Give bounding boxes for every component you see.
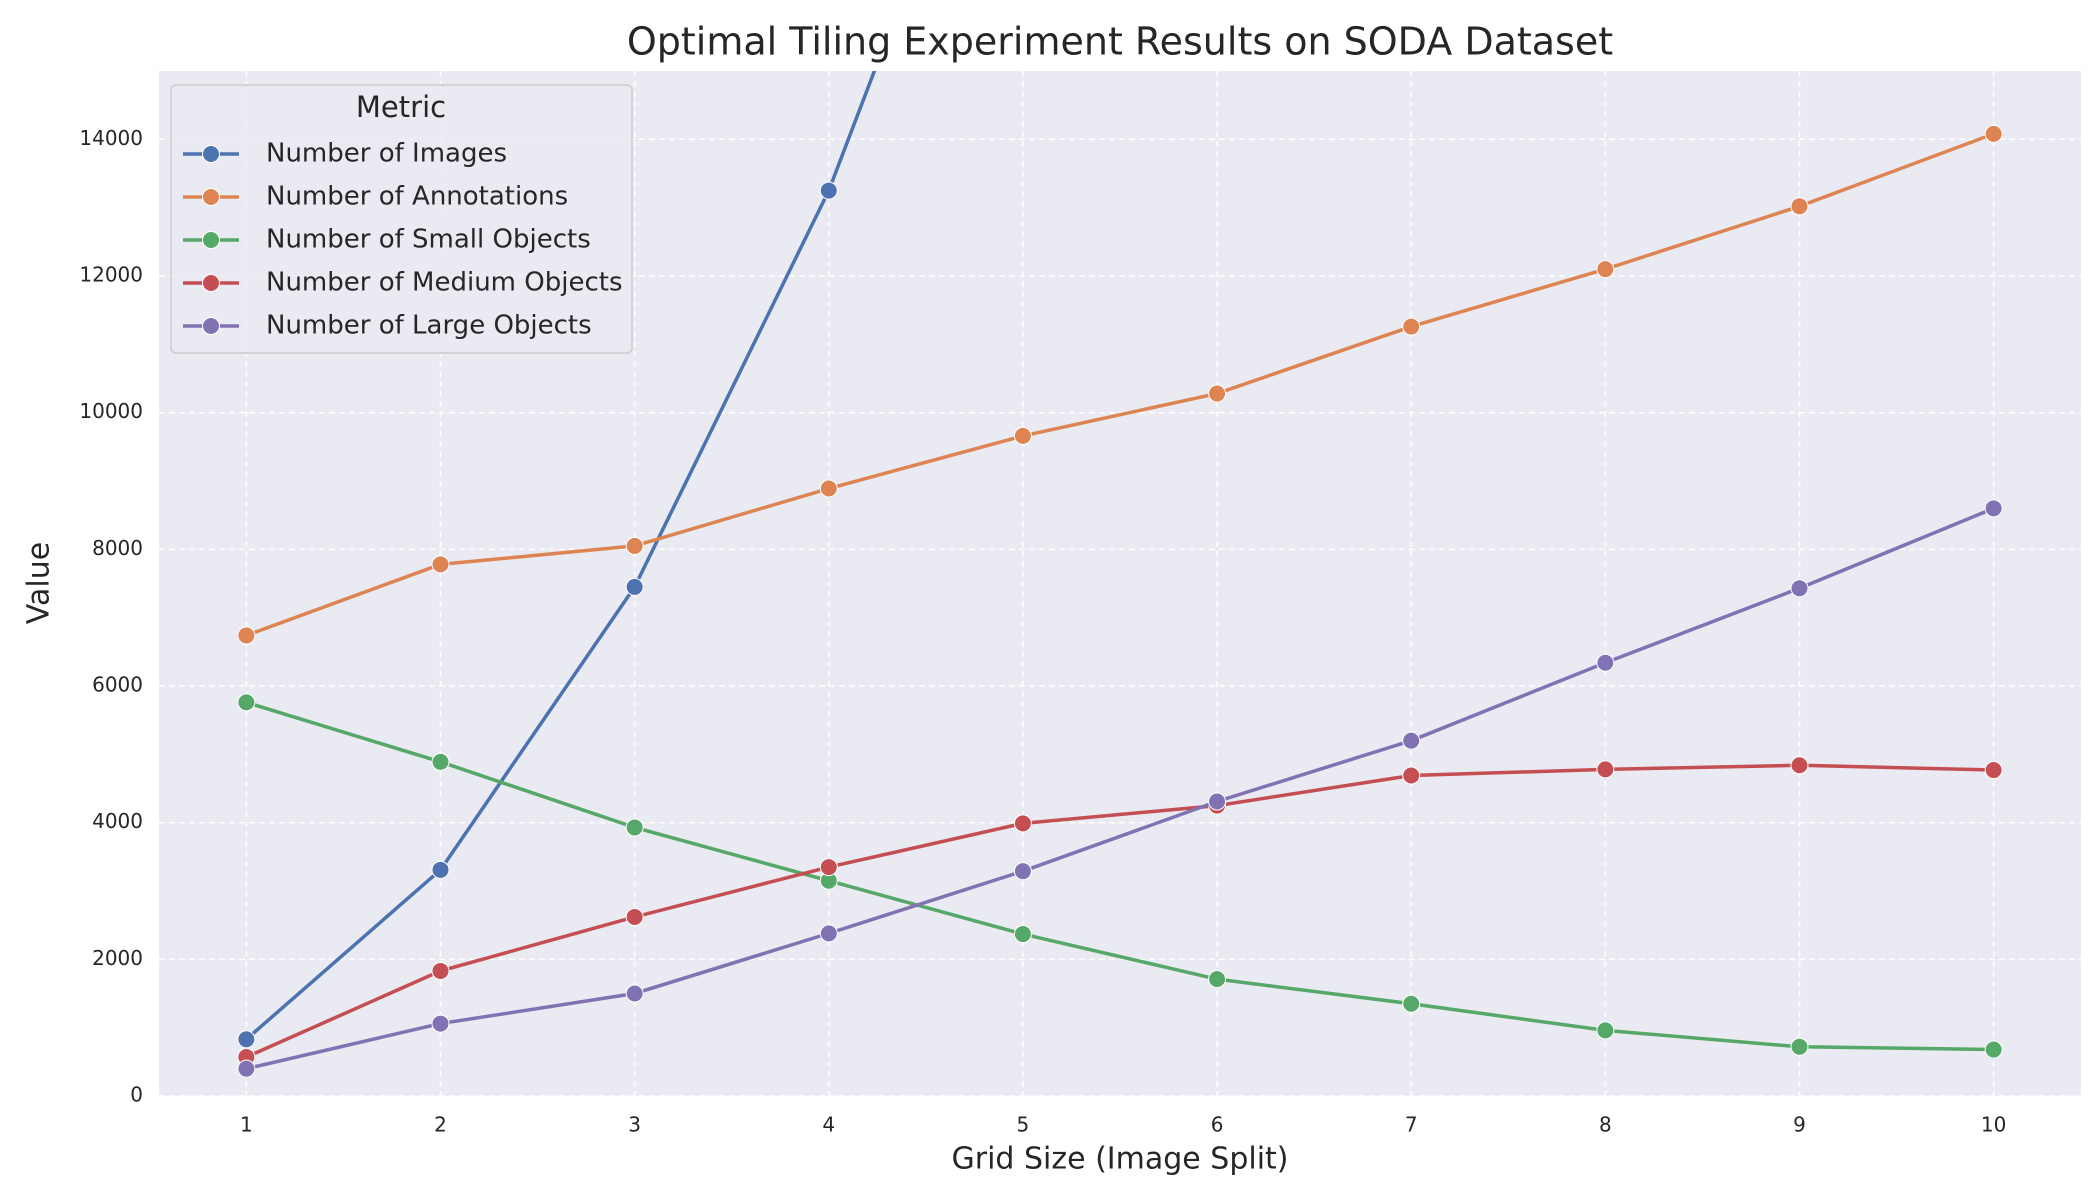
point (1208, 970, 1227, 989)
point (1984, 499, 2003, 518)
y-tick-label: 6000 (92, 673, 143, 697)
point (625, 577, 644, 596)
point (1984, 124, 2003, 143)
x-tick-label: 8 (1599, 1113, 1612, 1137)
point (1790, 756, 1809, 775)
series-line (245, 700, 1994, 1052)
chart-title: Optimal Tiling Experiment Results on SOD… (627, 20, 1613, 64)
series-line (245, 506, 1995, 1071)
series-line (245, 71, 877, 1041)
point (1208, 792, 1227, 811)
legend: Metric Number of Images Number of Annotati… (170, 84, 633, 354)
y-tick-label: 14000 (79, 126, 143, 150)
point (237, 1030, 256, 1049)
point (237, 693, 256, 712)
plot-series (237, 71, 2003, 1078)
legend-marker (202, 231, 220, 249)
point (625, 536, 644, 555)
point (431, 555, 450, 574)
point (1596, 260, 1615, 279)
y-tick-label: 4000 (92, 809, 143, 833)
legend-box (170, 84, 633, 354)
legend-marker (202, 317, 220, 335)
legend-marker (202, 188, 220, 206)
point (1013, 925, 1032, 944)
legend-label: Number of Images (266, 139, 507, 169)
point (237, 626, 256, 645)
x-tick-label: 5 (1017, 1113, 1030, 1137)
point (1790, 1037, 1809, 1056)
point (1013, 814, 1032, 833)
point (625, 818, 644, 837)
point (1402, 994, 1421, 1013)
x-axis-label: Grid Size (Image Split) (951, 1142, 1288, 1177)
y-tick-label: 0 (130, 1083, 143, 1107)
point (1013, 426, 1032, 445)
point (1013, 862, 1032, 881)
point (1984, 1040, 2003, 1059)
point (1596, 760, 1615, 779)
point (819, 858, 838, 877)
legend-label: Number of Large Objects (266, 311, 592, 341)
y-tick-label: 10000 (79, 399, 143, 423)
legend-label: Number of Small Objects (266, 225, 591, 255)
legend-marker (202, 274, 220, 292)
point (819, 181, 838, 200)
point (819, 479, 838, 498)
point (1208, 384, 1227, 403)
series-line (245, 132, 1995, 638)
point (431, 961, 450, 980)
point (1790, 197, 1809, 216)
legend-label: Number of Medium Objects (266, 268, 622, 298)
y-tick-label: 12000 (79, 263, 143, 287)
point (819, 924, 838, 943)
legend-title: Metric (356, 90, 446, 124)
x-tick-label: 3 (628, 1113, 641, 1137)
legend-label: Number of Annotations (266, 182, 568, 212)
x-tick-label: 2 (434, 1113, 447, 1137)
y-tick-label: 2000 (92, 946, 143, 970)
x-tick-label: 9 (1793, 1113, 1806, 1137)
x-tick-label: 4 (822, 1113, 835, 1137)
x-tick-label: 10 (1981, 1113, 2006, 1137)
point (431, 1014, 450, 1033)
point (1402, 766, 1421, 785)
point (625, 984, 644, 1003)
y-axis-label: Value (22, 542, 57, 624)
point (625, 907, 644, 926)
point (237, 1059, 256, 1078)
point (431, 860, 450, 879)
point (1402, 731, 1421, 750)
series-line (245, 763, 1994, 1059)
point (431, 752, 450, 771)
legend-marker (202, 145, 220, 163)
x-tick-label: 1 (240, 1113, 253, 1137)
x-tick-label: 6 (1211, 1113, 1224, 1137)
y-tick-label: 8000 (92, 536, 143, 560)
x-tick-label: 7 (1405, 1113, 1418, 1137)
point (1790, 579, 1809, 598)
point (1402, 317, 1421, 336)
point (1596, 653, 1615, 672)
point (1984, 761, 2003, 780)
point (1596, 1021, 1615, 1040)
